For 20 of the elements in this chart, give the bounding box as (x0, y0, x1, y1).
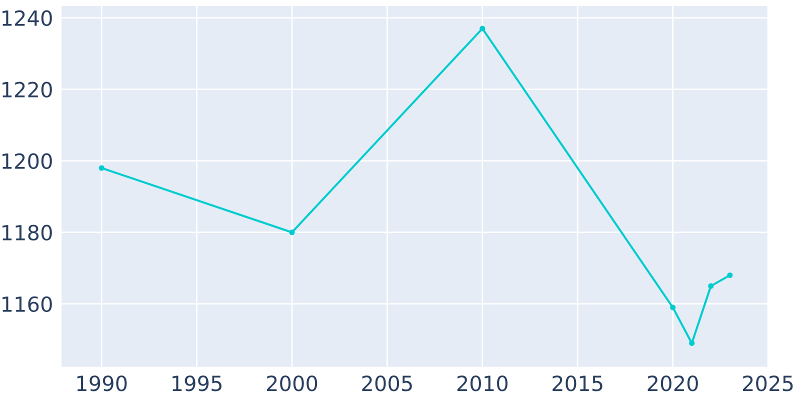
point (727, 272, 733, 278)
point (289, 230, 295, 236)
point (670, 304, 676, 310)
y-tick-label: 1220 (2, 82, 52, 98)
y-tick-label: 1200 (2, 153, 52, 170)
y-tick-label: 1160 (2, 296, 52, 312)
y-tick-label: 1240 (2, 10, 52, 26)
x-tick-label: 1995 (172, 376, 222, 392)
x-tick-label: 2005 (362, 376, 412, 392)
y-tick-label: 1180 (2, 224, 52, 241)
point (689, 340, 695, 346)
point (480, 26, 486, 32)
point (98, 165, 104, 171)
x-tick-label: 1990 (77, 376, 127, 392)
x-tick-label: 2010 (457, 376, 508, 392)
x-tick-label: 2000 (267, 376, 318, 392)
point (708, 283, 714, 289)
x-tick-label: 2020 (648, 376, 698, 392)
x-tick-label: 2025 (743, 376, 793, 392)
x-tick-label: 2015 (552, 376, 602, 392)
